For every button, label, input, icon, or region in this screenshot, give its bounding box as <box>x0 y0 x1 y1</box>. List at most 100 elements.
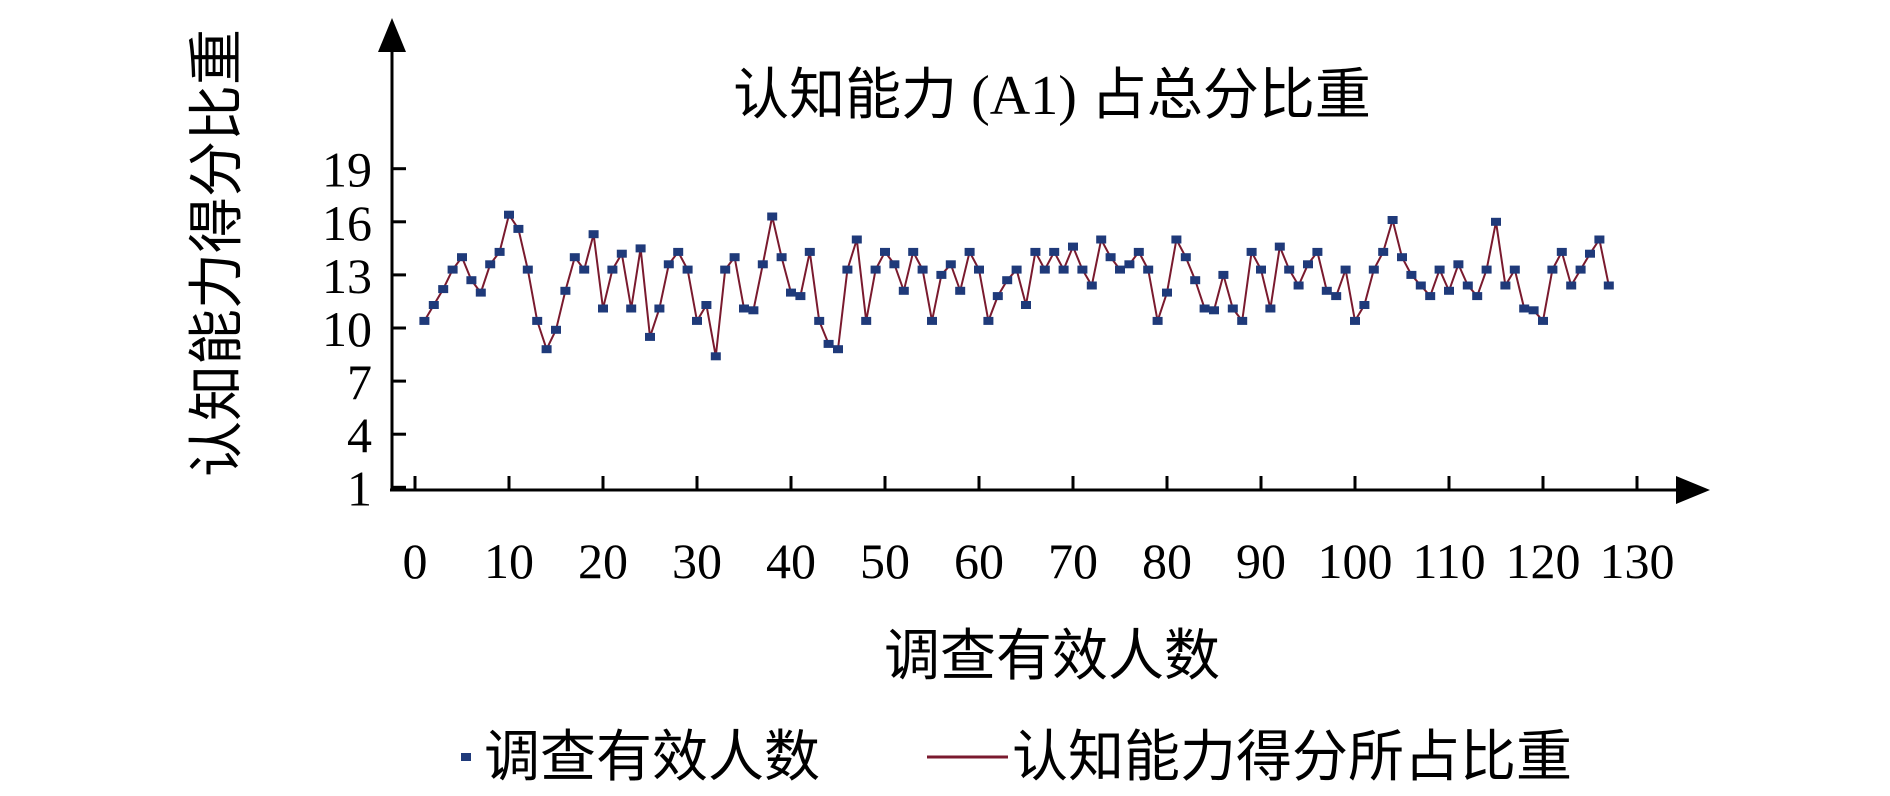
data-point-marker <box>485 260 496 269</box>
data-point-marker <box>842 265 853 274</box>
data-point-marker <box>1199 304 1210 313</box>
data-point-marker <box>626 304 637 313</box>
data-point-marker <box>654 304 665 313</box>
data-point-marker <box>1312 247 1323 256</box>
data-point-marker <box>729 253 740 262</box>
data-point-marker <box>955 286 966 295</box>
x-tick-label: 130 <box>1600 533 1675 589</box>
data-point-marker <box>889 260 900 269</box>
legend-label-markers: 调查有效人数 <box>484 727 820 789</box>
data-point-marker <box>870 265 881 274</box>
y-tick-label: 4 <box>347 407 372 463</box>
data-point-marker <box>692 316 702 325</box>
y-tick-label: 1 <box>347 460 372 516</box>
legend-marker-swatch <box>461 753 471 761</box>
data-point-marker <box>1528 306 1539 315</box>
data-point-marker <box>739 304 749 313</box>
data-point-marker <box>710 352 721 361</box>
data-point-marker <box>1359 301 1370 309</box>
data-point-marker <box>936 270 947 279</box>
data-point-marker <box>974 265 984 274</box>
data-point-marker <box>494 247 505 256</box>
data-point-marker <box>598 304 608 313</box>
data-point-marker <box>1218 270 1229 279</box>
data-point-marker <box>1180 253 1191 262</box>
x-tick-label: 70 <box>1048 533 1098 589</box>
data-point-marker <box>1265 304 1276 313</box>
data-point-marker <box>1237 316 1248 325</box>
data-point-marker <box>1331 292 1342 301</box>
data-point-marker <box>1190 276 1201 285</box>
data-point-marker <box>1030 247 1041 256</box>
data-point-marker <box>795 292 806 301</box>
data-point-marker <box>945 260 956 269</box>
data-point-marker <box>532 316 543 325</box>
data-point-marker <box>757 260 768 269</box>
data-point-marker <box>814 316 825 325</box>
x-tick-label: 20 <box>578 533 628 589</box>
y-tick-label: 13 <box>322 248 372 304</box>
data-point-marker <box>1453 260 1464 269</box>
data-point-marker <box>767 212 778 221</box>
data-point-marker <box>1096 235 1107 244</box>
legend-label-line: 认知能力得分所占比重 <box>1012 727 1572 789</box>
data-point-marker <box>1152 316 1163 325</box>
data-point-marker <box>1538 316 1548 325</box>
data-point-marker <box>927 316 937 325</box>
x-tick-label: 0 <box>403 533 428 589</box>
data-point-marker <box>1171 235 1182 244</box>
data-point-marker <box>1491 217 1501 226</box>
data-point-marker <box>1519 304 1530 313</box>
data-point-marker <box>1002 276 1013 285</box>
y-tick-label: 7 <box>347 354 372 410</box>
data-point-marker <box>1321 286 1332 295</box>
x-axis-label: 调查有效人数 <box>884 626 1220 688</box>
data-point-marker <box>1039 265 1050 274</box>
data-point-marker <box>1303 260 1313 269</box>
data-point-marker <box>635 244 646 253</box>
data-point-marker <box>1011 265 1022 274</box>
data-point-marker <box>1293 281 1304 290</box>
data-point-marker <box>1077 265 1088 274</box>
data-point-marker <box>804 247 815 256</box>
data-point-marker <box>1124 260 1135 269</box>
data-point-marker <box>1143 265 1154 274</box>
data-point-marker <box>1481 265 1492 274</box>
data-point-marker <box>616 249 627 258</box>
series-line <box>423 212 1610 357</box>
series-line-group <box>423 212 1610 357</box>
data-point-marker <box>607 265 618 274</box>
data-point-marker <box>428 301 439 309</box>
data-point-marker <box>1547 265 1558 274</box>
data-point-marker <box>1444 286 1454 295</box>
x-tick-label: 30 <box>672 533 722 589</box>
x-ticks: 0 10 20 30 40 50 60 70 80 90 100 110 120 130 <box>403 476 1675 589</box>
data-point-marker <box>522 265 533 274</box>
data-point-marker <box>513 224 524 233</box>
series-markers-group <box>419 210 1614 361</box>
data-point-marker <box>908 247 919 256</box>
data-point-marker <box>1462 281 1473 290</box>
data-point-marker <box>776 253 787 262</box>
x-tick-label: 50 <box>860 533 910 589</box>
data-point-marker <box>1509 265 1520 274</box>
data-point-marker <box>1603 281 1614 290</box>
chart-title: 认知能力 (A1) 占总分比重 <box>733 65 1371 127</box>
data-point-marker <box>701 301 712 309</box>
data-point-marker <box>1350 316 1360 325</box>
data-point-marker <box>673 247 684 256</box>
x-tick-label: 60 <box>954 533 1004 589</box>
data-point-marker <box>1284 265 1295 274</box>
data-point-marker <box>1575 265 1586 274</box>
legend: 调查有效人数 认知能力得分所占比重 <box>461 727 1572 789</box>
data-point-marker <box>419 316 430 325</box>
data-point-marker <box>992 292 1003 301</box>
data-point-marker <box>1368 265 1379 274</box>
data-point-marker <box>645 332 655 341</box>
data-point-marker <box>1049 247 1060 256</box>
x-tick-label: 120 <box>1506 533 1581 589</box>
data-point-marker <box>1566 281 1577 290</box>
